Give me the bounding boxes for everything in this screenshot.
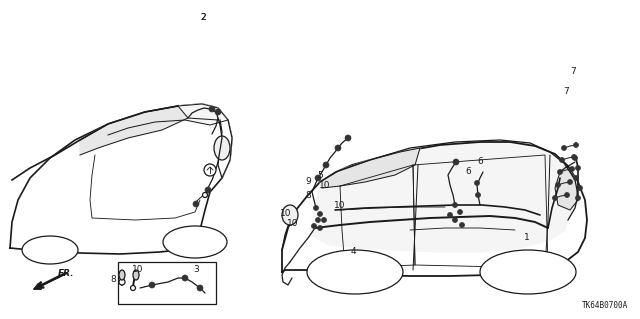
Text: 1: 1 [524,234,530,242]
Ellipse shape [209,106,215,112]
Polygon shape [282,142,587,276]
Ellipse shape [193,201,199,207]
Polygon shape [310,140,578,252]
Ellipse shape [480,250,576,294]
Ellipse shape [307,250,403,294]
Ellipse shape [312,224,317,228]
Ellipse shape [556,182,561,188]
Polygon shape [10,104,232,254]
Ellipse shape [182,275,188,281]
Ellipse shape [460,222,465,227]
Text: TK64B0700A: TK64B0700A [582,301,628,310]
Ellipse shape [133,270,139,280]
Ellipse shape [573,155,577,160]
Ellipse shape [315,175,321,181]
Text: 10: 10 [334,201,346,210]
Ellipse shape [345,135,351,141]
Ellipse shape [119,270,125,280]
Ellipse shape [572,154,577,160]
Polygon shape [218,120,232,178]
Ellipse shape [452,203,458,207]
Ellipse shape [575,166,580,170]
Text: 10: 10 [280,209,292,218]
Ellipse shape [476,192,481,197]
Ellipse shape [316,218,321,222]
Text: 2: 2 [200,13,206,23]
Ellipse shape [131,286,136,291]
Ellipse shape [282,205,298,225]
Ellipse shape [447,212,452,218]
Bar [118,262,216,304]
Text: 5: 5 [317,170,323,180]
Ellipse shape [317,226,323,231]
Ellipse shape [577,186,582,190]
Polygon shape [108,104,228,135]
Ellipse shape [568,180,573,184]
Ellipse shape [197,285,203,291]
Ellipse shape [202,192,207,197]
Ellipse shape [335,145,341,151]
Ellipse shape [559,158,564,162]
Text: 4: 4 [350,248,356,256]
Text: 10: 10 [287,219,299,227]
Ellipse shape [561,145,566,151]
Ellipse shape [458,210,463,214]
Ellipse shape [564,192,570,197]
Ellipse shape [557,169,563,174]
Polygon shape [320,148,420,188]
Ellipse shape [119,279,125,285]
Polygon shape [555,165,578,210]
Text: 7: 7 [570,68,576,77]
Ellipse shape [204,164,216,176]
Ellipse shape [573,175,579,181]
Polygon shape [80,106,188,155]
Text: 8: 8 [305,190,311,199]
Text: FR.: FR. [58,269,74,278]
Ellipse shape [314,205,319,211]
Ellipse shape [321,218,326,222]
Ellipse shape [149,282,155,288]
Ellipse shape [552,196,557,201]
Ellipse shape [205,187,211,193]
Text: 8: 8 [110,275,116,284]
Text: 10: 10 [132,265,144,275]
Ellipse shape [163,226,227,258]
Ellipse shape [215,109,221,115]
Text: 6: 6 [477,158,483,167]
Ellipse shape [453,159,459,165]
Ellipse shape [317,211,323,217]
Ellipse shape [573,143,579,147]
Text: 2: 2 [200,13,206,23]
Text: 9: 9 [305,177,311,187]
Text: 3: 3 [193,265,199,275]
Ellipse shape [452,218,458,222]
Ellipse shape [474,181,479,186]
Ellipse shape [570,167,575,172]
Ellipse shape [323,162,329,168]
Text: 10: 10 [319,181,331,189]
Ellipse shape [575,196,580,201]
Ellipse shape [214,136,230,160]
Ellipse shape [22,236,78,264]
Text: 7: 7 [563,87,569,97]
Text: 6: 6 [465,167,471,176]
